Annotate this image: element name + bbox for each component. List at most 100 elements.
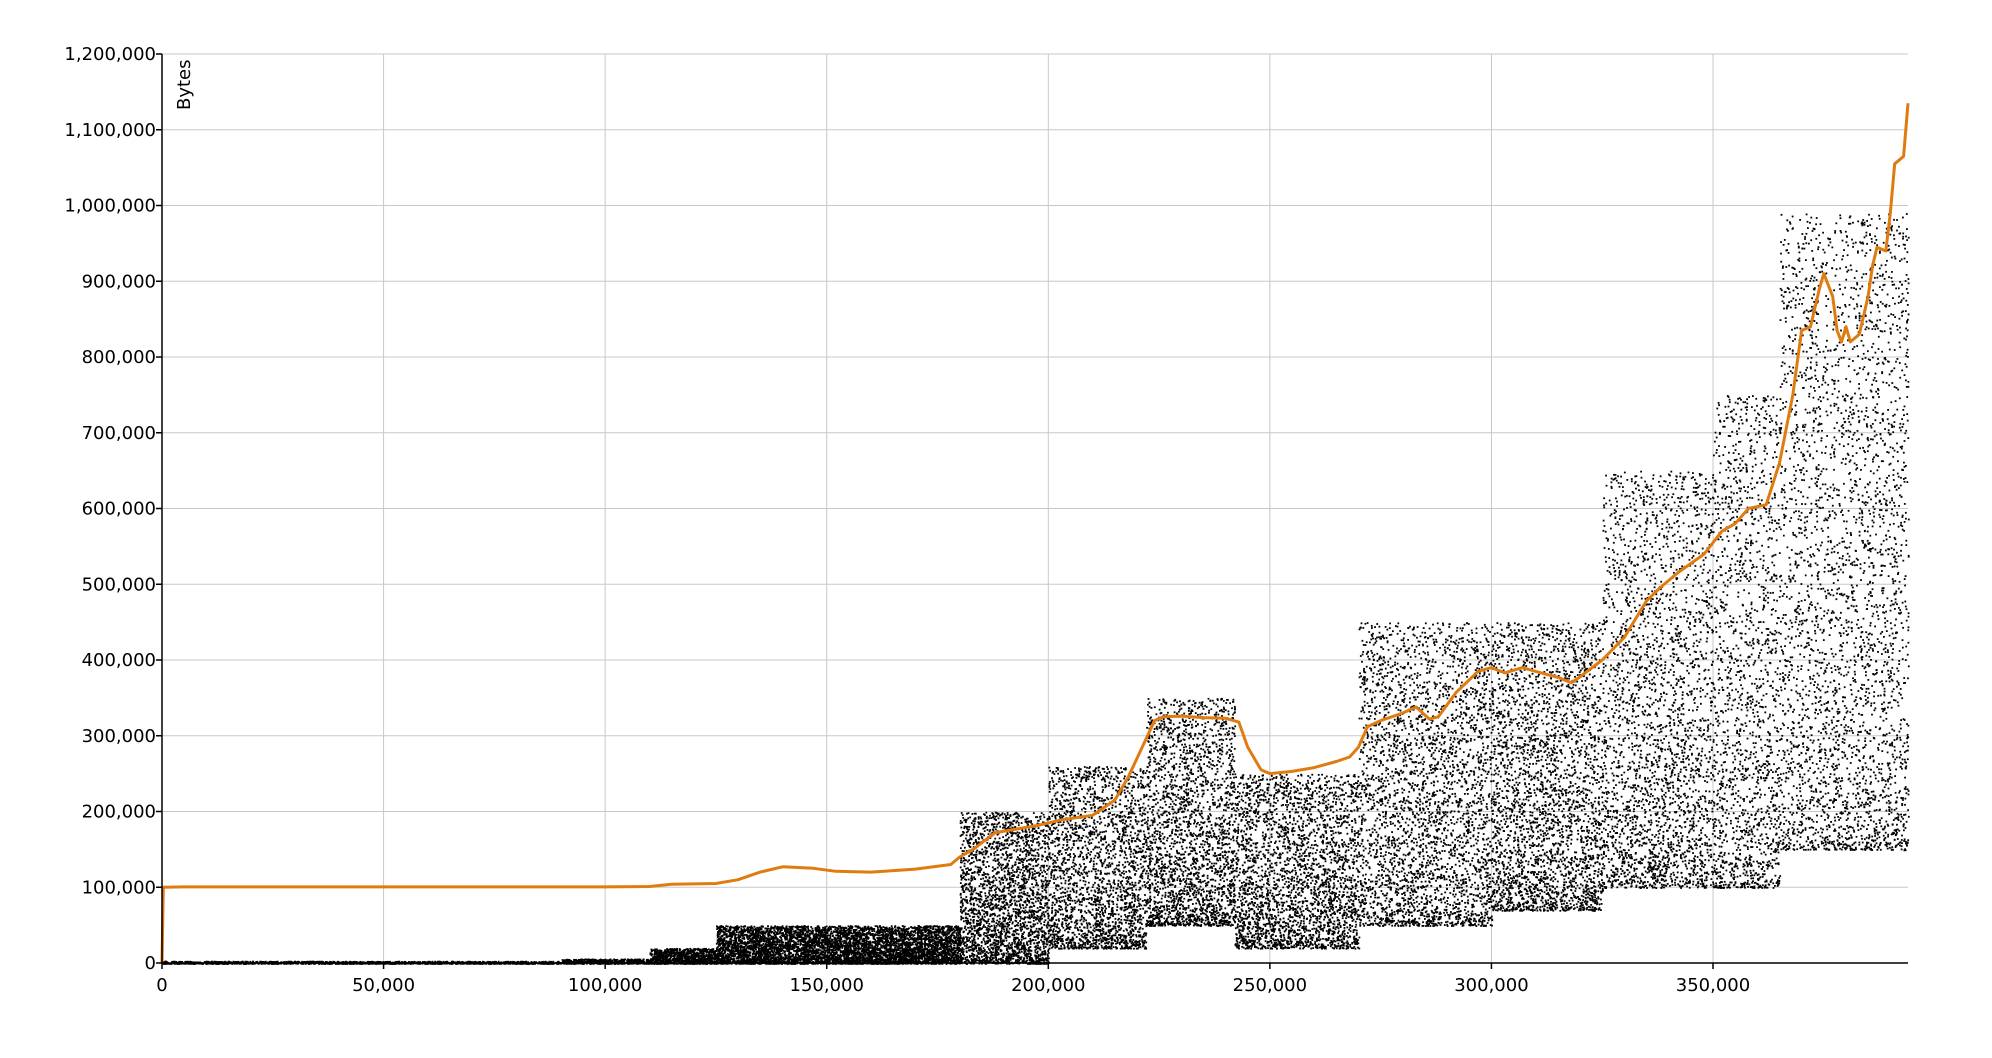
scatter-point <box>654 956 656 958</box>
scatter-point <box>654 953 656 955</box>
scatter-point <box>661 960 663 962</box>
scatter-point <box>694 949 696 951</box>
scatter-point <box>646 960 648 962</box>
scatter-point <box>691 956 693 958</box>
scatter-point <box>695 959 697 961</box>
scatter-point <box>579 960 581 962</box>
scatter-point <box>668 959 670 961</box>
scatter-point <box>569 959 571 961</box>
scatter-point <box>690 953 692 955</box>
scatter-point <box>755 928 757 930</box>
scatter-point <box>667 961 669 963</box>
scatter-point <box>665 960 667 962</box>
scatter-point <box>861 938 863 940</box>
scatter-point <box>566 961 568 963</box>
scatter-point <box>842 941 844 943</box>
scatter-point <box>826 926 828 928</box>
scatter-point <box>656 956 658 958</box>
scatter-point <box>633 960 635 962</box>
scatter-point <box>636 960 638 962</box>
scatter-point <box>651 959 653 961</box>
scatter-point <box>698 957 700 959</box>
scatter-point <box>733 940 735 942</box>
scatter-point <box>663 960 665 962</box>
scatter-point <box>590 960 592 962</box>
scatter-point <box>641 960 643 962</box>
scatter-point <box>656 951 658 953</box>
scatter-point <box>696 953 698 955</box>
scatter-point <box>668 949 670 951</box>
scatter-point <box>659 952 661 954</box>
scatter-point <box>674 961 676 963</box>
scatter-point <box>681 956 683 958</box>
scatter-point <box>664 958 666 960</box>
scatter-point <box>669 951 671 953</box>
scatter-point <box>860 947 862 949</box>
scatter-point <box>665 953 667 955</box>
scatter-point <box>675 953 677 955</box>
scatter-point <box>759 927 761 929</box>
scatter-point <box>702 960 704 962</box>
scatter-point <box>628 959 630 961</box>
scatter-point <box>697 959 699 961</box>
scatter-point <box>764 935 766 937</box>
scatter-point <box>685 958 687 960</box>
scatter-point <box>698 949 700 951</box>
scatter-point <box>898 943 900 945</box>
scatter-point <box>673 959 675 961</box>
scatter-point <box>655 949 657 951</box>
scatter-point <box>687 953 689 955</box>
scatter-point <box>715 950 717 952</box>
scatter-points <box>162 213 1910 965</box>
scatter-point <box>829 935 831 937</box>
scatter-point <box>655 961 657 963</box>
scatter-point <box>663 953 665 955</box>
scatter-point <box>702 953 704 955</box>
scatter-point <box>879 934 881 936</box>
scatter-point <box>573 959 575 961</box>
scatter-point <box>670 949 672 951</box>
scatter-point <box>621 959 623 961</box>
scatter-point <box>673 957 675 959</box>
scatter-point <box>659 956 661 958</box>
scatter-point <box>664 949 666 951</box>
scatter-point <box>563 960 565 962</box>
scatter-point <box>659 960 661 962</box>
scatter-point <box>662 952 664 954</box>
scatter-point <box>871 930 873 932</box>
scatter-point <box>710 959 712 961</box>
scatter-point <box>707 957 709 959</box>
scatter-point <box>677 952 679 954</box>
scatter-point <box>700 959 702 961</box>
scatter-point <box>654 952 656 954</box>
scatter-point <box>705 960 707 962</box>
scatter-point <box>676 949 678 951</box>
scatter-point <box>606 961 608 963</box>
scatter-point <box>927 960 929 962</box>
scatter-point <box>674 948 676 950</box>
scatter-point <box>613 959 615 961</box>
scatter-point <box>687 950 689 952</box>
scatter-point <box>688 959 690 961</box>
scatter-point <box>595 960 597 962</box>
scatter-point <box>662 955 664 957</box>
scatter-point <box>655 953 657 955</box>
scatter-point <box>692 951 694 953</box>
scatter-point <box>711 961 713 963</box>
scatter-point <box>785 939 787 941</box>
scatter-point <box>652 956 654 958</box>
scatter-point <box>702 948 704 950</box>
scatter-point <box>576 960 578 962</box>
scatter-point <box>953 945 955 947</box>
scatter-point <box>690 958 692 960</box>
scatter-point <box>648 960 650 962</box>
scatter-point <box>785 942 787 944</box>
scatter-point <box>704 950 706 952</box>
scatter-point <box>708 956 710 958</box>
scatter-point <box>667 955 669 957</box>
scatter-point <box>679 954 681 956</box>
scatter-point <box>609 961 611 963</box>
scatter-point <box>686 956 688 958</box>
